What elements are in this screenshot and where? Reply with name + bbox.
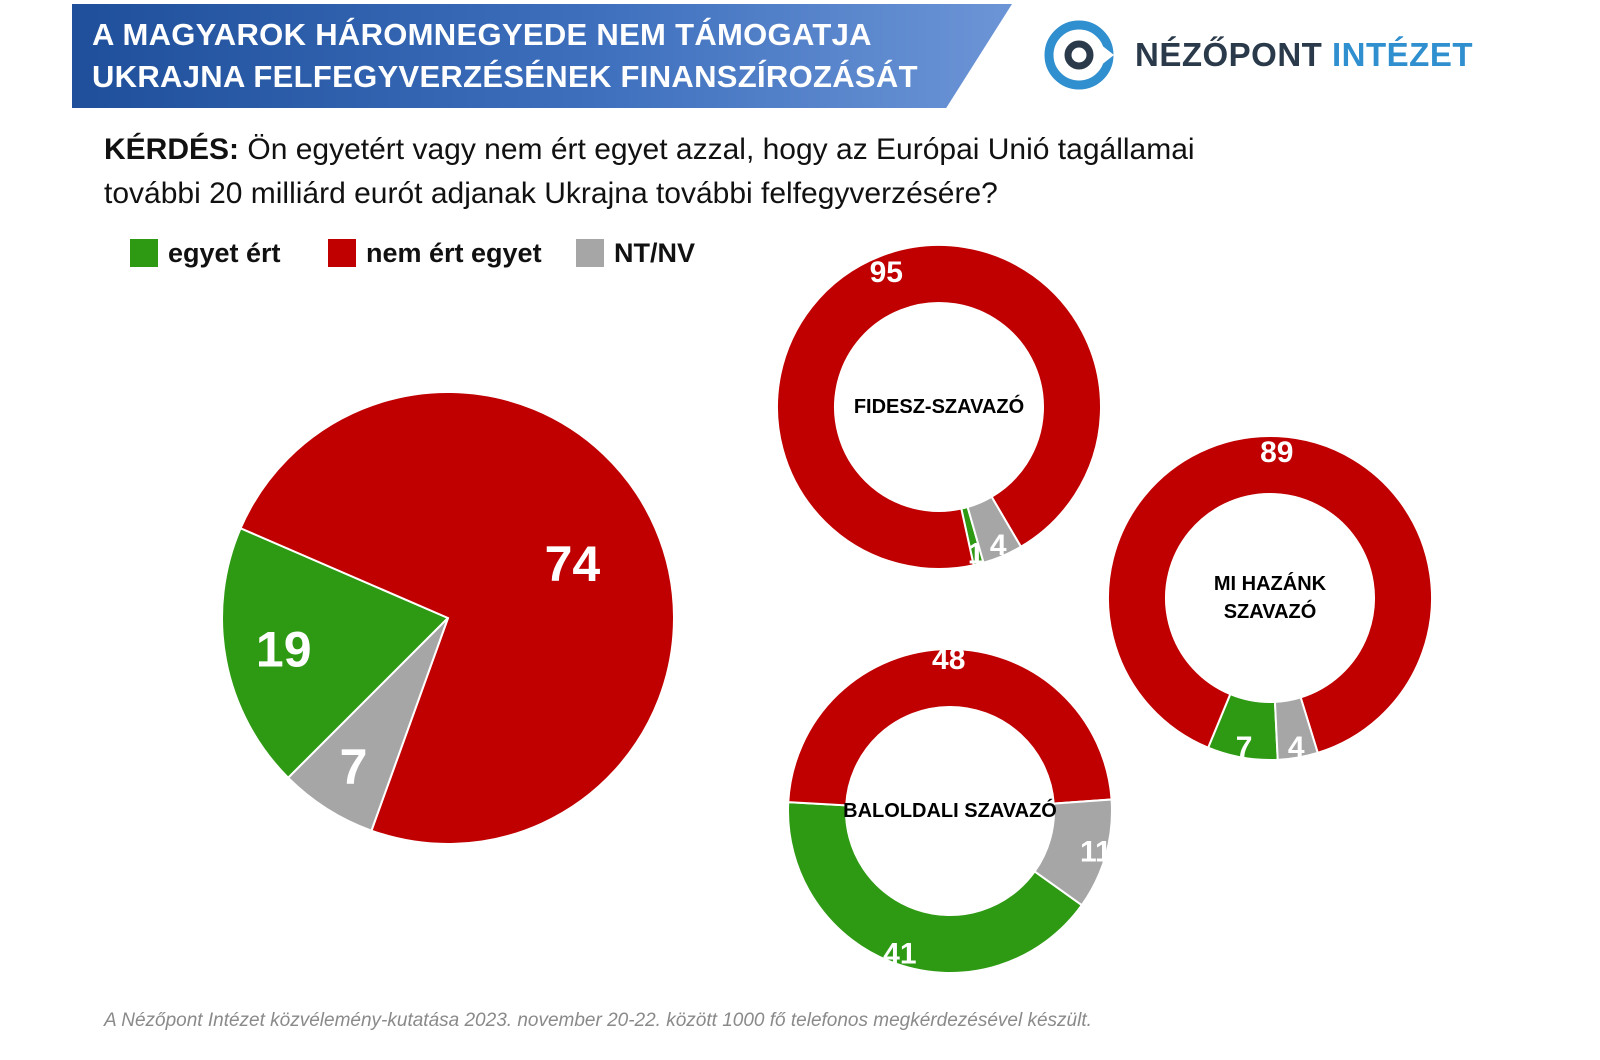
mihazank-slice-dk	[1273, 696, 1319, 761]
logo-mark-icon	[1044, 20, 1114, 90]
baloldali-chart: 41 48 11 BALOLDALI SZAVAZÓ	[787, 643, 1113, 974]
overall-slice-disagree	[239, 391, 675, 845]
mihazank-chart: 7 89 4 MI HAZÁNK SZAVAZÓ	[1107, 435, 1433, 764]
overall-value-label-disagree: 74	[545, 536, 601, 592]
mihazank-slice-disagree	[1107, 435, 1433, 755]
fidesz-chart: 1 95 4 FIDESZ-SZAVAZÓ	[776, 244, 1102, 570]
fidesz-center-title: FIDESZ-SZAVAZÓ	[854, 394, 1024, 418]
title-line-1: A MAGYAROK HÁROMNEGYEDE NEM TÁMOGATJA	[92, 17, 872, 52]
overall-chart: 19 74 7	[221, 391, 675, 845]
header-banner	[72, 4, 1012, 108]
mihazank-value-label-dk: 4	[1288, 731, 1305, 764]
legend-swatch-agree	[130, 239, 158, 267]
baloldali-value-label-disagree: 48	[932, 643, 965, 676]
overall-slice-agree	[221, 526, 450, 780]
mihazank-value-label-agree: 7	[1236, 731, 1253, 764]
legend-label-disagree: nem ért egyet	[366, 237, 542, 268]
logo-wordmark: NÉZŐPONT INTÉZET	[1135, 36, 1473, 74]
baloldali-slice-dk	[1033, 798, 1113, 907]
survey-question: KÉRDÉS: Ön egyetért vagy nem ért egyet a…	[104, 128, 1254, 216]
overall-value-label-dk: 7	[340, 739, 368, 795]
legend-item-agree: egyet ért	[130, 236, 281, 270]
page-title: A MAGYAROK HÁROMNEGYEDE NEM TÁMOGATJA UK…	[92, 14, 972, 98]
fidesz-value-label-dk: 4	[990, 529, 1007, 562]
logo-name-part2: INTÉZET	[1332, 36, 1474, 73]
legend-swatch-disagree	[328, 239, 356, 267]
fidesz-slice-dk	[966, 495, 1023, 564]
mihazank-center-title-line-2: SZAVAZÓ	[1224, 599, 1317, 623]
fidesz-value-label-agree: 1	[968, 537, 985, 570]
baloldali-slice-disagree	[787, 648, 1113, 807]
mihazank-value-label-disagree: 89	[1260, 436, 1293, 469]
source-footnote: A Nézőpont Intézet közvélemény-kutatása …	[104, 1010, 1092, 1031]
question-text: Ön egyetért vagy nem ért egyet azzal, ho…	[104, 133, 1195, 210]
nezopont-logo	[1044, 20, 1114, 90]
logo-name-part1: NÉZŐPONT	[1135, 36, 1323, 73]
legend-item-disagree: nem ért egyet	[328, 236, 542, 270]
fidesz-value-label-disagree: 95	[870, 256, 903, 289]
baloldali-center-title: BALOLDALI SZAVAZÓ	[843, 798, 1057, 822]
fidesz-slice-disagree	[776, 244, 1102, 570]
overall-slice-dk	[286, 617, 449, 832]
legend-item-dk: NT/NV	[576, 236, 695, 270]
title-line-2: UKRAJNA FELFEGYVERZÉSÉNEK FINANSZÍROZÁSÁ…	[92, 59, 918, 94]
baloldali-slice-agree	[787, 801, 1084, 974]
mihazank-center-title-line-1: MI HAZÁNK	[1214, 572, 1327, 595]
legend-label-dk: NT/NV	[614, 237, 695, 268]
baloldali-value-label-agree: 41	[883, 938, 916, 971]
question-label: KÉRDÉS:	[104, 133, 240, 166]
overall-value-label-agree: 19	[256, 621, 312, 677]
baloldali-value-label-dk: 11	[1080, 836, 1112, 869]
legend-label-agree: egyet ért	[168, 237, 281, 268]
legend-swatch-dk	[576, 239, 604, 267]
